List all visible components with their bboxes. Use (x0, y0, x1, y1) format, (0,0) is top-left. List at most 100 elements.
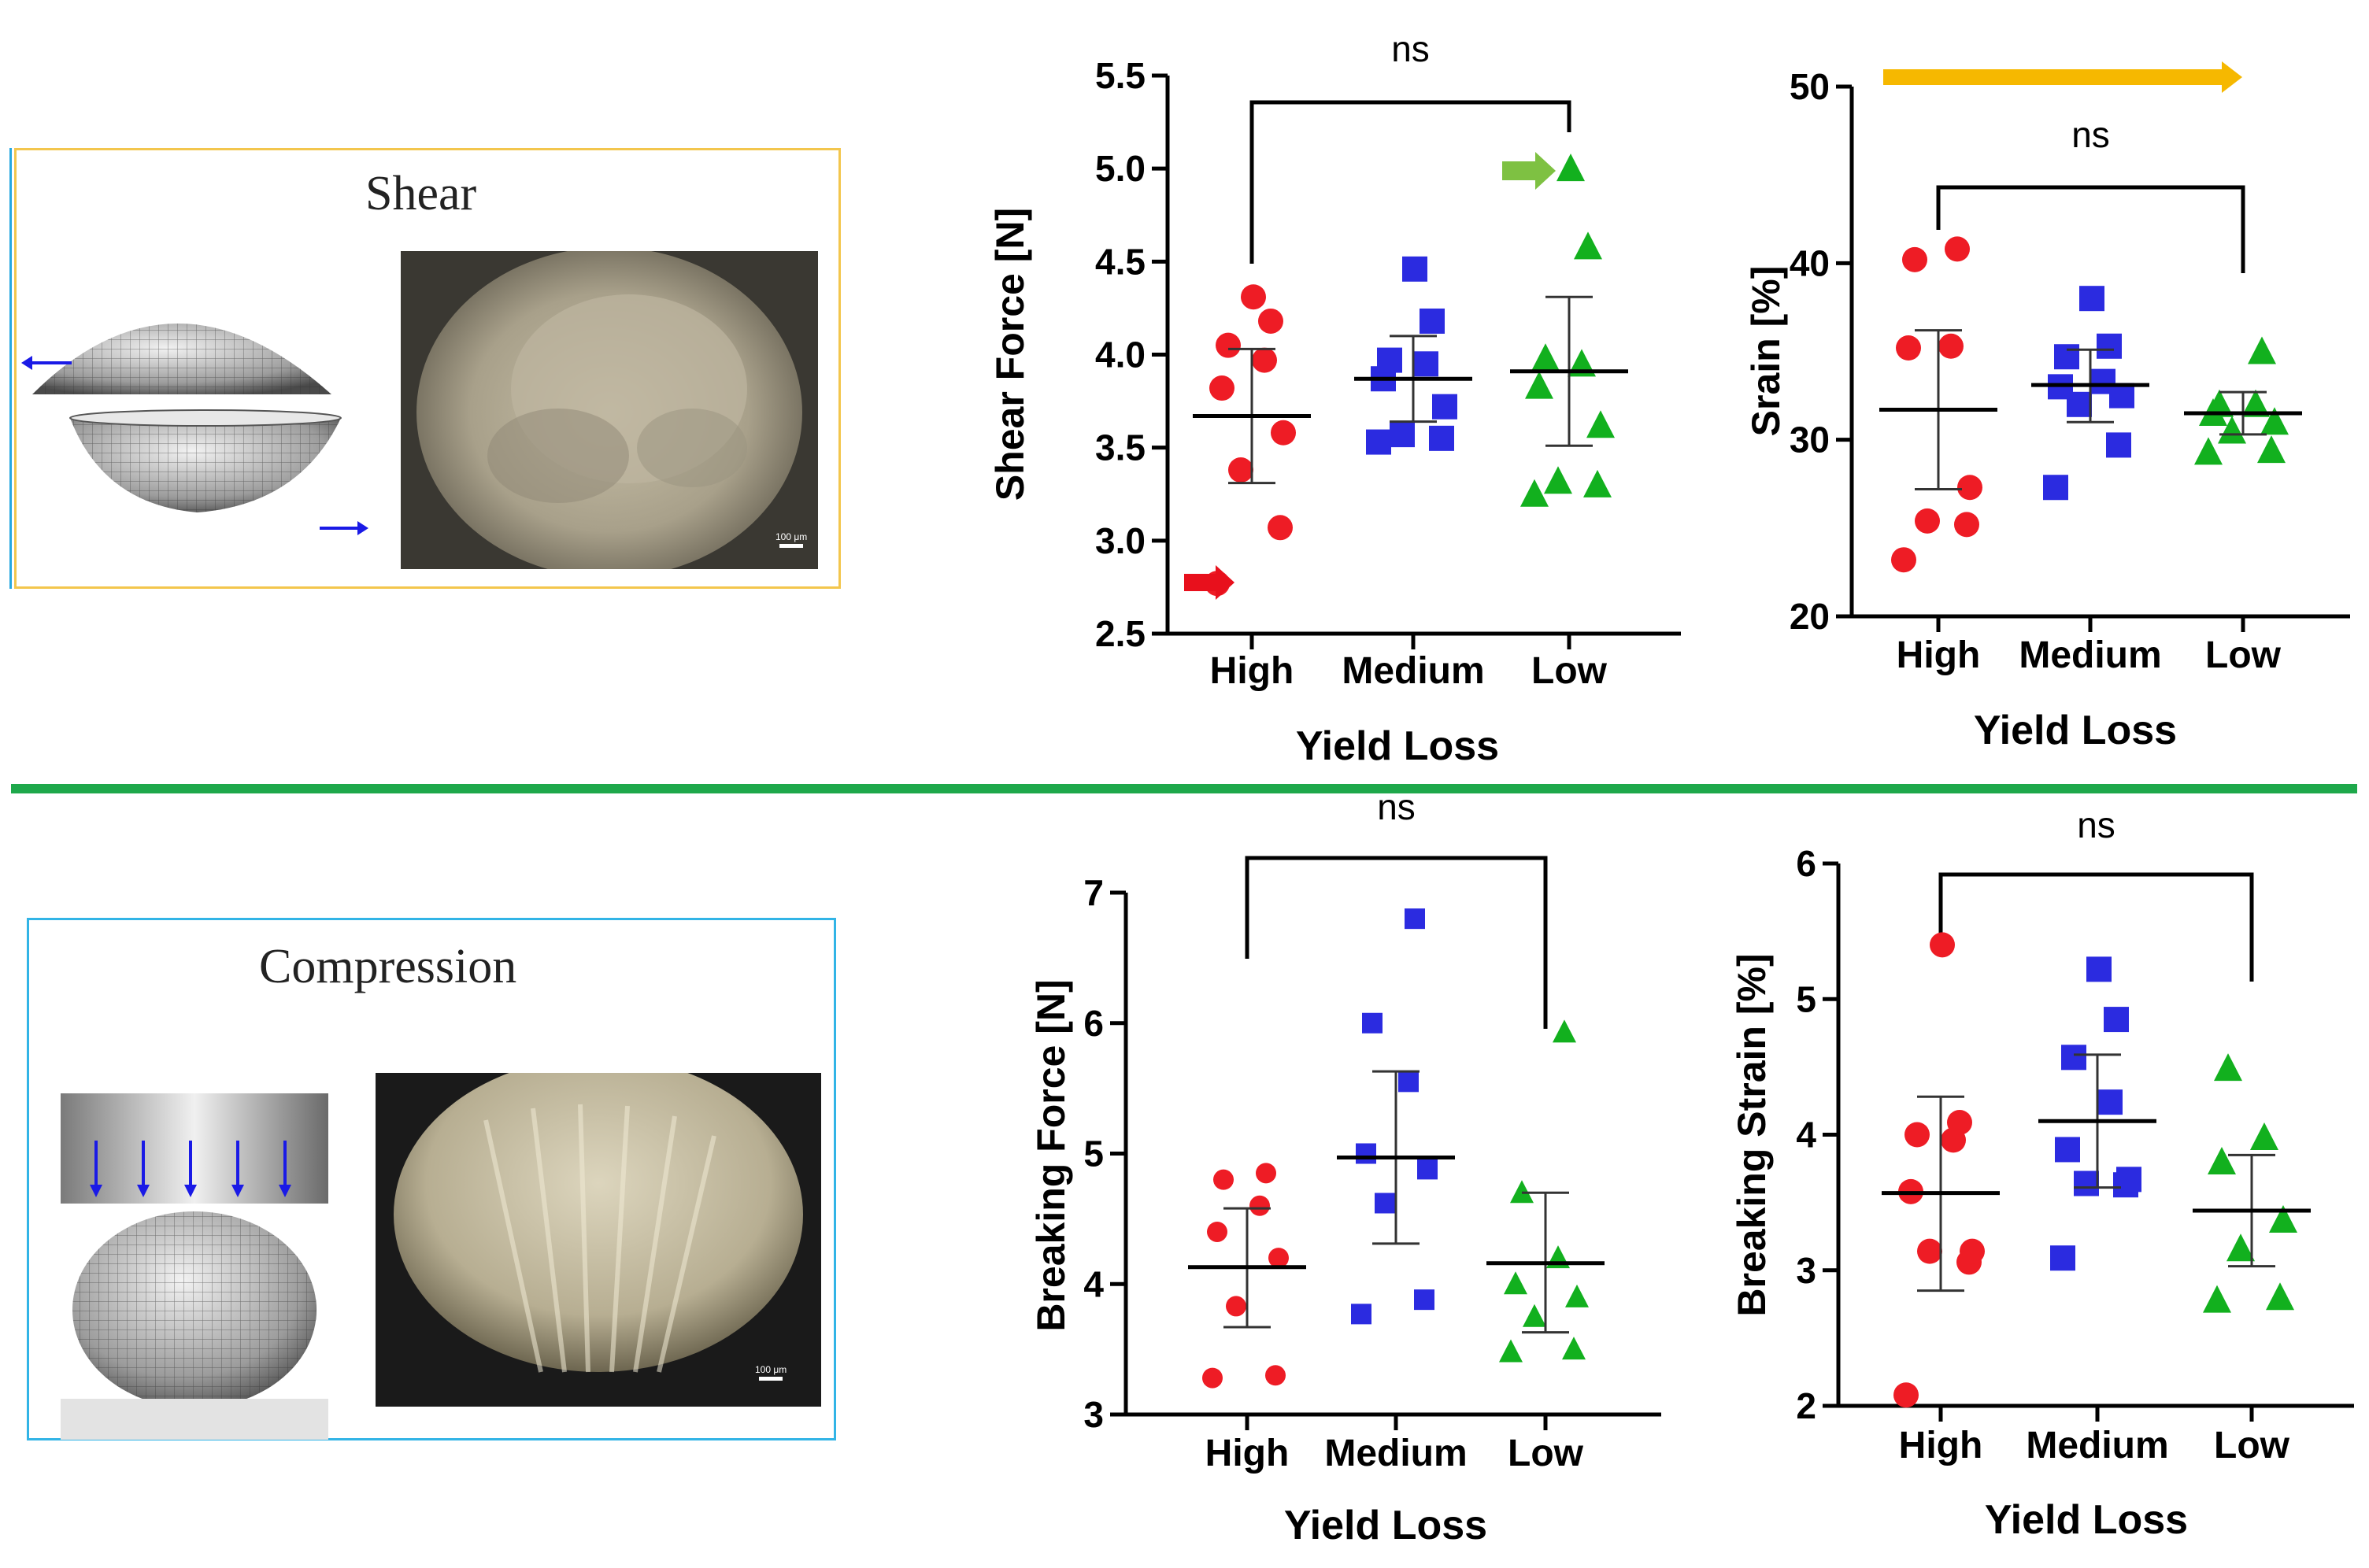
x-tick-label: Medium (2019, 634, 2161, 676)
y-tick-label: 6 (1796, 843, 1816, 884)
y-tick-label: 30 (1790, 420, 1830, 460)
data-point (1207, 1221, 1227, 1242)
data-point (2086, 956, 2112, 982)
data-point (1562, 1337, 1586, 1360)
x-tick-label: Low (1531, 650, 1608, 692)
data-point (1213, 1169, 1234, 1190)
data-point (2061, 1045, 2086, 1071)
section-divider (11, 784, 2357, 793)
series-high (1882, 932, 2000, 1408)
data-point (1954, 512, 1979, 538)
data-point (2050, 1245, 2075, 1271)
data-point (1896, 335, 1921, 361)
data-point (1202, 1367, 1223, 1389)
green-arrow-icon (1502, 152, 1556, 190)
x-tick-label: Low (2214, 1425, 2290, 1466)
scale-bar-label: 100 μm (775, 531, 808, 542)
x-axis-title: Yield Loss (1296, 723, 1499, 769)
data-point (1574, 231, 1602, 260)
x-tick-label: High (1899, 1425, 1983, 1466)
x-axis-title: Yield Loss (1284, 1503, 1487, 1548)
y-tick-label: 3.5 (1095, 427, 1146, 468)
arrow-head (1216, 565, 1234, 600)
significance-label: ns (2077, 804, 2115, 845)
data-point (1583, 469, 1612, 497)
y-tick-label: 6 (1083, 1003, 1104, 1044)
y-tick-label: 7 (1083, 872, 1104, 913)
data-point (1544, 466, 1572, 494)
significance-bracket (1938, 872, 2254, 982)
data-point (1362, 1012, 1383, 1034)
shear-panel-accent-line (9, 148, 12, 589)
compression-panel: Compression (27, 918, 836, 1440)
data-point (1904, 1122, 1930, 1148)
data-point (2097, 333, 2122, 359)
data-point (2043, 475, 2068, 501)
series-medium (1354, 256, 1472, 455)
data-point (2090, 368, 2115, 394)
data-point (2248, 336, 2276, 364)
significance-label: ns (2071, 114, 2110, 155)
y-tick-label: 5 (1083, 1133, 1104, 1174)
compression-fracture-micrograph: 100 μm (376, 1073, 821, 1407)
data-point (1377, 347, 1402, 373)
series-low (2193, 1053, 2311, 1313)
data-point (1565, 1284, 1589, 1307)
y-tick-label: 5 (1796, 978, 1816, 1019)
x-axis-title: Yield Loss (1974, 708, 2177, 753)
x-axis-title: Yield Loss (1985, 1497, 2188, 1543)
data-point (1553, 1019, 1576, 1043)
data-point (1228, 457, 1253, 483)
orange-arrow-icon (1883, 61, 2242, 93)
data-point (1531, 343, 1560, 372)
data-point (2214, 1053, 2242, 1082)
data-point (1504, 1271, 1527, 1295)
x-tick-label: Medium (1324, 1433, 1467, 1474)
data-point (2203, 1285, 2231, 1313)
x-tick-label: Low (2205, 634, 2282, 676)
data-point (2250, 1122, 2278, 1150)
blue-arrow-icon (320, 521, 368, 535)
data-point (1523, 1304, 1546, 1327)
y-tick-label: 2.5 (1095, 613, 1146, 654)
data-point (1405, 908, 1425, 930)
data-point (2257, 435, 2286, 464)
data-point (2266, 1282, 2294, 1311)
blue-arrow-icon (90, 1141, 291, 1197)
data-point (1420, 308, 1445, 334)
data-point (2218, 416, 2246, 444)
y-tick-label: 3 (1796, 1250, 1816, 1291)
data-point (1915, 508, 1940, 534)
y-tick-label: 4 (1796, 1115, 1816, 1156)
data-point (1499, 1339, 1523, 1363)
y-tick-label: 3.0 (1095, 520, 1146, 561)
significance-label: ns (1377, 786, 1416, 827)
data-point (1525, 371, 1553, 399)
data-point (1586, 410, 1615, 438)
data-point (1252, 347, 1277, 373)
series-high (1188, 1163, 1306, 1389)
significance-bracket (1249, 100, 1571, 264)
data-point (2074, 1170, 2099, 1196)
arrow-head (2222, 61, 2242, 93)
y-tick-label: 20 (1790, 596, 1830, 637)
y-tick-label: 40 (1790, 242, 1830, 283)
chart-1: 2.5 3.0 3.5 4.0 4.5 5.0 5.5 High Medium Low Yield … (988, 28, 1681, 769)
data-point (1960, 1238, 1985, 1264)
data-point (2194, 437, 2223, 465)
chart-3: 3 4 5 6 7 High Medium Low Yield Loss Breaking For… (1029, 786, 1661, 1548)
compression-sphere-illustration (61, 1093, 328, 1440)
series-low (2184, 336, 2302, 465)
x-tick-label: Low (1508, 1433, 1584, 1474)
shear-sphere-illustration (21, 324, 368, 535)
data-point (1256, 1163, 1276, 1184)
data-point (1413, 351, 1438, 377)
data-point (2104, 1007, 2129, 1033)
shear-panel-title: Shear (365, 167, 477, 220)
data-point (1351, 1304, 1371, 1325)
arrow-shaft (1502, 161, 1535, 180)
chart-4: 2 3 4 5 6 High Medium Low Yield Loss Breaking Str… (1730, 804, 2354, 1543)
data-point (2055, 1137, 2080, 1163)
data-point (1945, 236, 1970, 262)
series-medium (2038, 956, 2156, 1271)
